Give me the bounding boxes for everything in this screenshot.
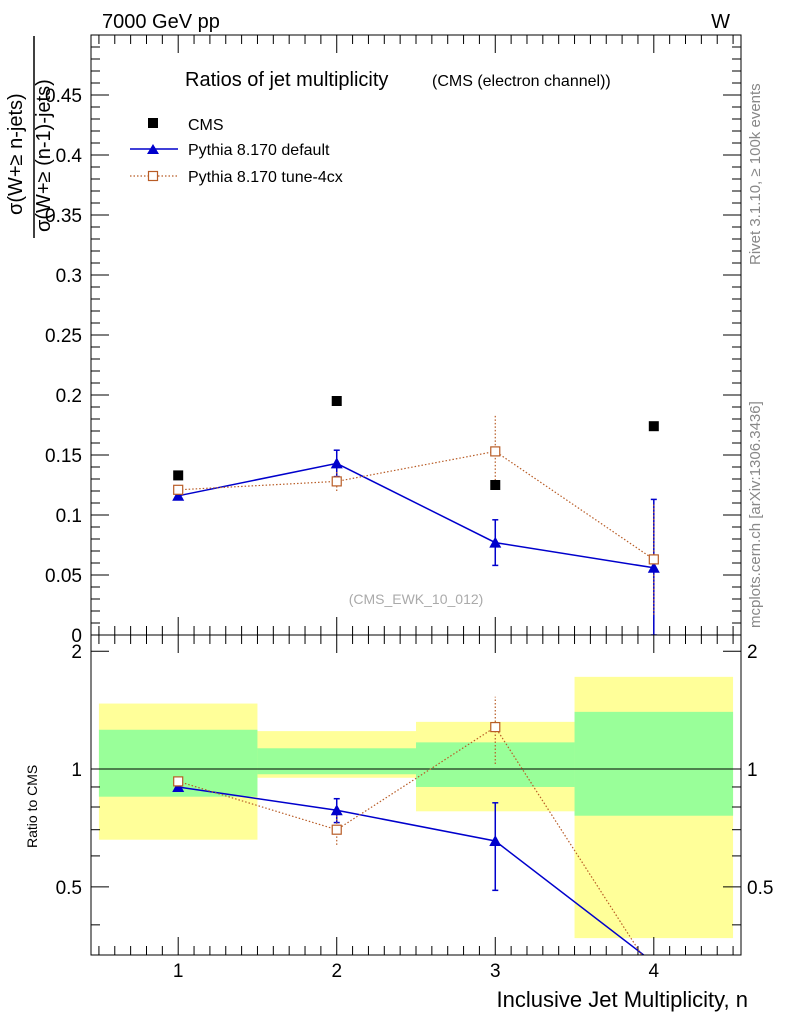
beam-label: 7000 GeV pp	[102, 11, 220, 33]
x-tick-label: 2	[331, 961, 342, 982]
ratio-y-tick-label-right: 0.5	[747, 878, 773, 899]
main-y-tick-label: 0.25	[45, 326, 82, 347]
chart-title: Ratios of jet multiplicity	[185, 69, 388, 91]
ratio-point-pythia-8-170-tune-4cx	[173, 776, 184, 787]
ratio-uncertainty-bands	[98, 676, 734, 939]
main-panel: 0 0.05 0.1 0.15 0.2 0.25 0.3 0.35 0.4 0.45 Ratios…	[5, 34, 742, 647]
analysis-watermark: (CMS_EWK_10_012)	[349, 591, 484, 607]
main-point-cms	[173, 470, 184, 481]
mcplots-source-label: mcplots.cern.ch [arXiv:1306.3436]	[747, 401, 764, 628]
main-y-tick-label: 0.05	[45, 566, 82, 587]
main-line-pythia-8-170-tune-4cx	[178, 450, 655, 560]
legend-label-pythia-tune: Pythia 8.170 tune-4cx	[188, 169, 343, 186]
legend-marker-pythia-tune	[147, 170, 159, 182]
ratio-y-tick-label-left: 1	[71, 760, 82, 781]
main-y-tick-label: 0.15	[45, 446, 82, 467]
ratio-y-axis-label: Ratio to CMS	[24, 765, 40, 848]
y-axis-label-numerator: σ(W+≥ n-jets)	[5, 93, 27, 215]
main-point-cms	[648, 421, 659, 432]
ratio-y-tick-label-right: 1	[747, 760, 758, 781]
main-point-pythia-8-170-tune-4cx	[490, 446, 501, 457]
ratio-point-pythia-8-170-tune-4cx	[331, 824, 342, 835]
main-axis-ticks: 0 0.05 0.1 0.15 0.2 0.25 0.3 0.35 0.4 0.45	[45, 34, 741, 647]
ratio-axis-ticks: 0.5 0.5 1 1 2 2 1 2 3 4	[56, 635, 773, 982]
ratio-panel: 0.5 0.5 1 1 2 2 1 2 3 4 Ratio to CMS Inclusive Je…	[24, 634, 773, 1012]
main-point-pythia-8-170-tune-4cx	[173, 484, 184, 495]
main-y-tick-label: 0.45	[45, 86, 82, 107]
ratio-series-markers	[172, 721, 502, 846]
ratio-y-tick-label-right: 2	[747, 642, 758, 663]
x-tick-label: 1	[173, 961, 184, 982]
legend-label-cms: CMS	[188, 117, 224, 134]
x-tick-label: 4	[649, 961, 660, 982]
legend-marker-pythia-default	[147, 144, 159, 154]
main-y-tick-label: 0	[71, 626, 82, 647]
main-y-tick-label: 0.35	[45, 206, 82, 227]
main-point-pythia-8-170-default	[489, 536, 502, 548]
ratio-y-tick-label-left: 2	[71, 642, 82, 663]
main-line-pythia-8-170-default	[178, 462, 654, 569]
main-y-tick-label: 0.4	[56, 146, 83, 167]
ratio-band-inner	[257, 748, 416, 775]
ratio-point-pythia-8-170-tune-4cx	[490, 721, 501, 733]
ratio-plot-frame	[90, 634, 742, 956]
main-point-pythia-8-170-tune-4cx	[331, 476, 342, 487]
main-y-tick-label: 0.1	[56, 506, 82, 527]
ratio-point-pythia-8-170-default	[330, 804, 343, 816]
x-tick-label: 3	[490, 961, 501, 982]
main-point-pythia-8-170-default	[172, 489, 185, 501]
main-point-pythia-8-170-default	[330, 457, 343, 469]
main-point-cms	[490, 480, 501, 490]
main-point-pythia-8-170-tune-4cx	[648, 554, 659, 565]
legend: CMS Pythia 8.170 default Pythia 8.170 tu…	[130, 117, 343, 186]
main-y-tick-label: 0.3	[56, 266, 82, 287]
chart-subtitle: (CMS (electron channel))	[432, 73, 611, 90]
ratio-band-inner	[574, 711, 734, 816]
main-y-tick-label: 0.2	[56, 386, 82, 407]
ratio-point-pythia-8-170-default	[489, 834, 502, 846]
rivet-version-label: Rivet 3.1.10, ≥ 100k events	[747, 83, 764, 265]
legend-label-pythia-default: Pythia 8.170 default	[188, 142, 330, 159]
ratio-series-lines	[175, 696, 645, 955]
ratio-y-tick-label-left: 0.5	[56, 878, 82, 899]
y-axis-label-denominator: σ(W+≥ (n-1)-jets)	[33, 79, 55, 232]
legend-marker-cms	[148, 118, 158, 128]
main-series-markers	[172, 396, 660, 573]
main-point-pythia-8-170-default	[647, 561, 660, 573]
process-label: W	[711, 11, 730, 33]
ratio-line-pythia-8-170-default	[178, 786, 645, 955]
main-point-cms	[331, 396, 342, 406]
x-axis-label: Inclusive Jet Multiplicity, n	[497, 987, 748, 1012]
ratio-line-pythia-8-170-tune-4cx	[178, 726, 643, 955]
